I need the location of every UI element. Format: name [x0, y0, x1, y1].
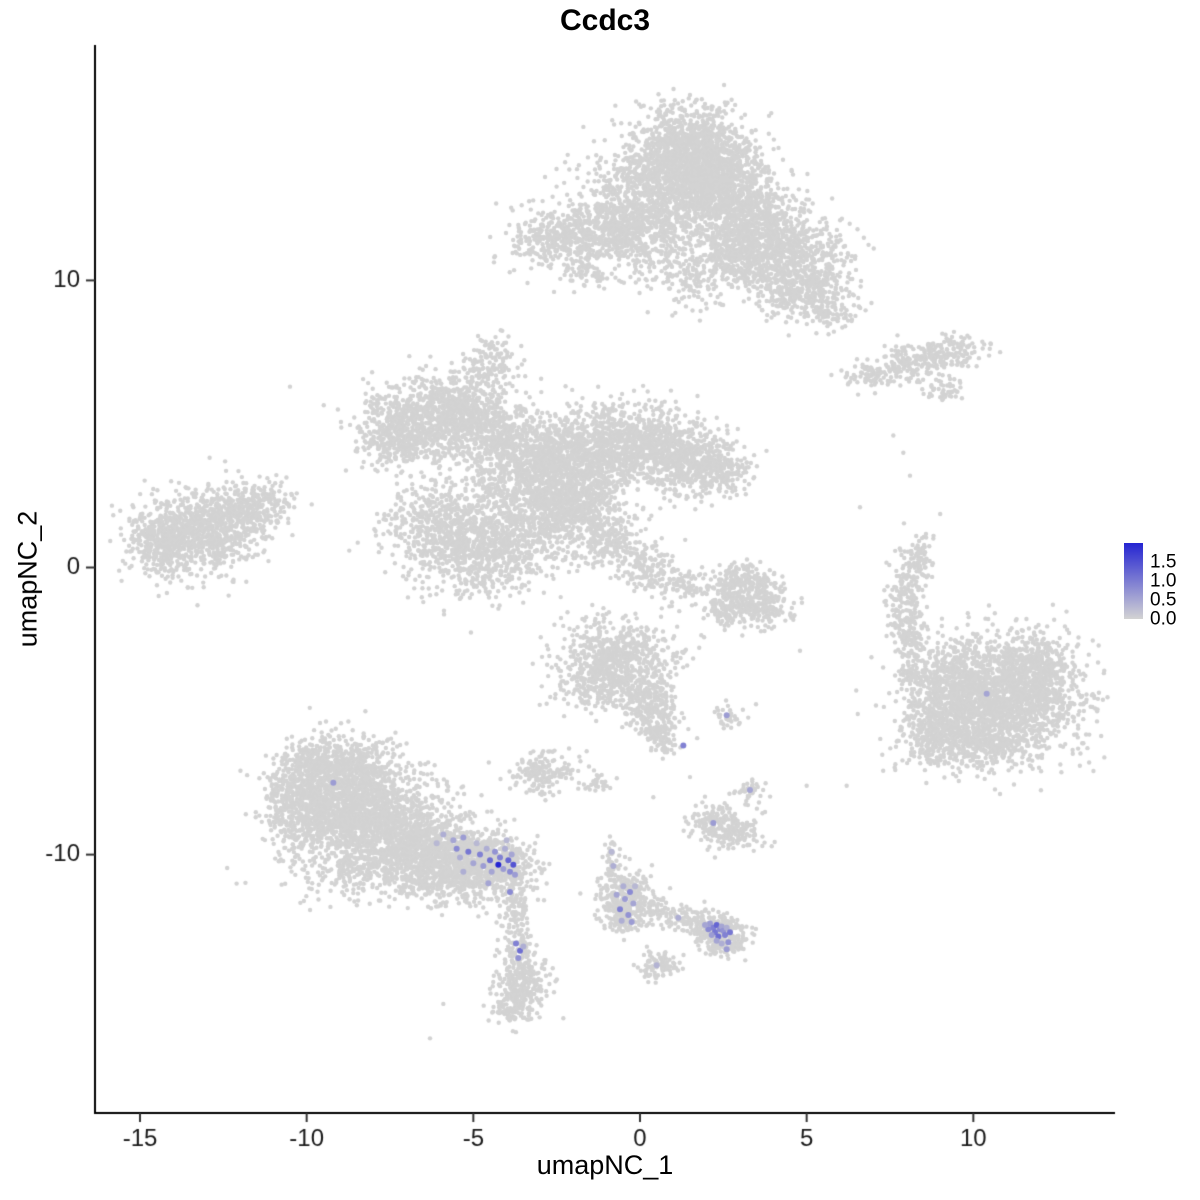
y-axis-label: umapNC_2: [12, 510, 43, 648]
legend-tick-label: 0.0: [1150, 608, 1177, 630]
plot-title: Ccdc3: [559, 4, 651, 37]
legend-tick-label: 1.0: [1150, 570, 1177, 592]
legend-tick-label: 0.5: [1150, 589, 1177, 611]
legend-tick-label: 1.5: [1150, 551, 1177, 573]
legend-gradient-bar: [1124, 543, 1143, 619]
x-axis-label: umapNC_1: [536, 1150, 674, 1180]
expression-color-legend: 1.5 1.0 0.5 0.0: [1124, 543, 1176, 629]
